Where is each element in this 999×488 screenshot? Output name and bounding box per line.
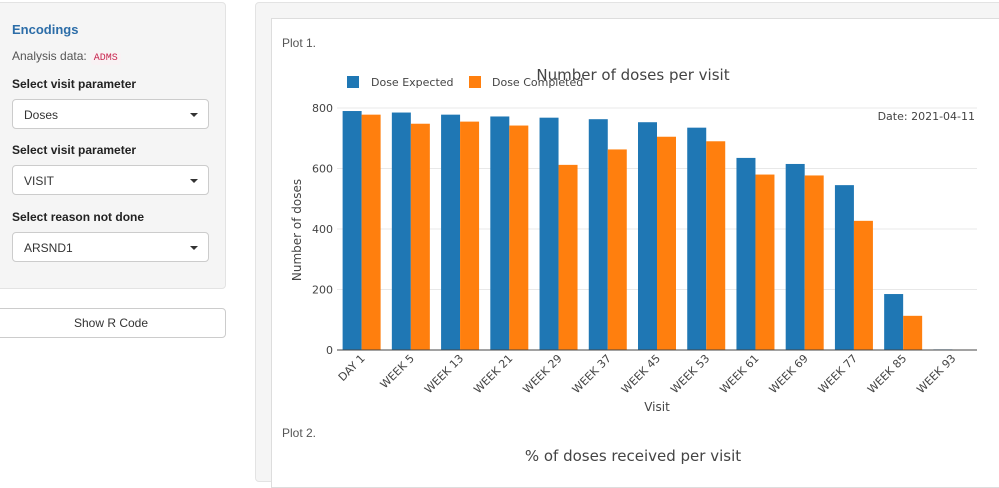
chevron-down-icon	[190, 246, 198, 250]
encodings-panel: Encodings Analysis data: ADMS Select visi…	[0, 2, 226, 289]
show-r-code-button[interactable]: Show R Code	[0, 308, 226, 338]
visit-variable-label: Select visit parameter	[12, 143, 137, 157]
plot1-label: Plot 1.	[282, 36, 317, 50]
plots-container	[271, 18, 999, 488]
chevron-down-icon	[190, 179, 198, 183]
visit-parameter-value: Doses	[24, 108, 59, 122]
encodings-title: Encodings	[12, 22, 79, 37]
reason-not-done-label: Select reason not done	[12, 210, 145, 224]
analysis-data: Analysis data: ADMS	[12, 49, 121, 65]
visit-parameter-label: Select visit parameter	[12, 77, 137, 91]
reason-not-done-select[interactable]: ARSND1	[12, 232, 209, 262]
chevron-down-icon	[190, 113, 198, 117]
visit-variable-select[interactable]: VISIT	[12, 165, 209, 195]
analysis-data-label: Analysis data:	[12, 49, 87, 63]
visit-parameter-select[interactable]: Doses	[12, 99, 209, 129]
plot2-label: Plot 2.	[282, 426, 317, 440]
visit-variable-value: VISIT	[24, 174, 55, 188]
reason-not-done-value: ARSND1	[24, 241, 73, 255]
analysis-data-value: ADMS	[90, 52, 121, 65]
